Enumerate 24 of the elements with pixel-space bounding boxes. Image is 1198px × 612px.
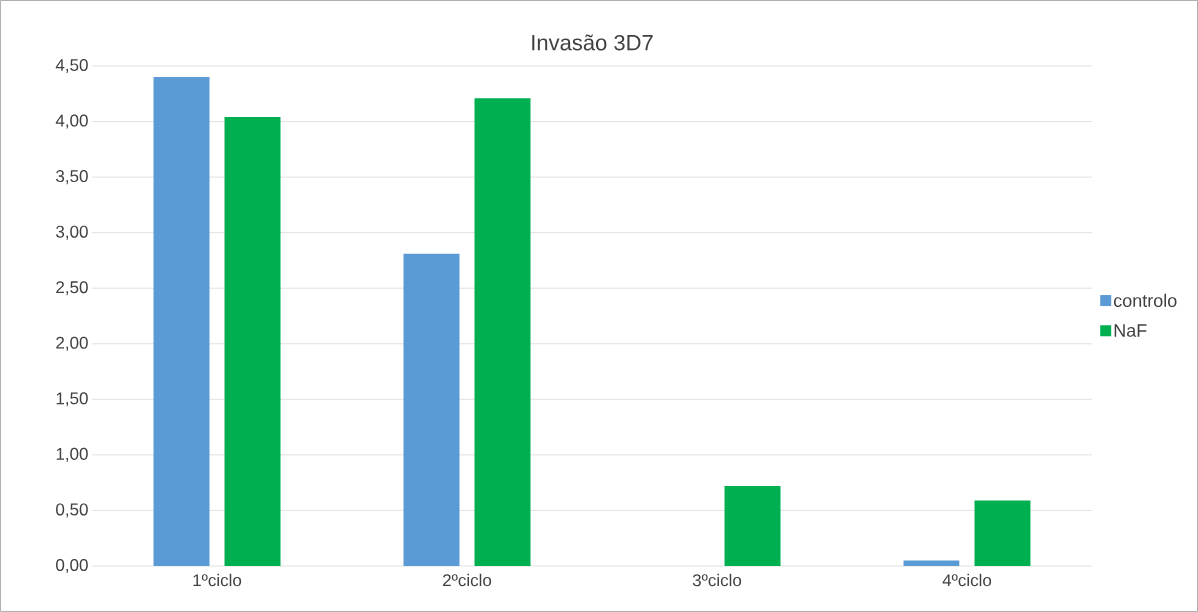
y-tick-label: 4,50 (55, 58, 88, 74)
bar (974, 500, 1031, 566)
bar (224, 117, 281, 566)
bar (724, 485, 781, 566)
x-tick-label: 2ºciclo (443, 573, 492, 587)
bar (403, 253, 460, 566)
y-tick-label: 2,00 (56, 336, 88, 351)
x-tick-label: 1ºciclo (193, 573, 242, 587)
bar (474, 98, 531, 566)
bar (153, 77, 210, 566)
x-tick-label: 3ºciclo (692, 573, 742, 587)
legend-label: controlo (1113, 293, 1177, 307)
legend-label: NaF (1114, 324, 1147, 337)
y-tick-label: 1,50 (56, 392, 88, 407)
chart-title: Invasão 3D7 (532, 34, 653, 51)
y-tick-label: 4,00 (55, 114, 88, 129)
bar (903, 560, 960, 566)
y-tick-label: 0,50 (56, 503, 88, 518)
x-tick-label: 4ºciclo (942, 573, 992, 587)
y-tick-label: 1,00 (56, 447, 88, 462)
y-tick-label: 0,00 (56, 558, 88, 574)
y-tick-label: 3,00 (56, 225, 88, 240)
y-tick-label: 2,50 (56, 281, 88, 296)
y-tick-label: 3,50 (56, 170, 88, 185)
